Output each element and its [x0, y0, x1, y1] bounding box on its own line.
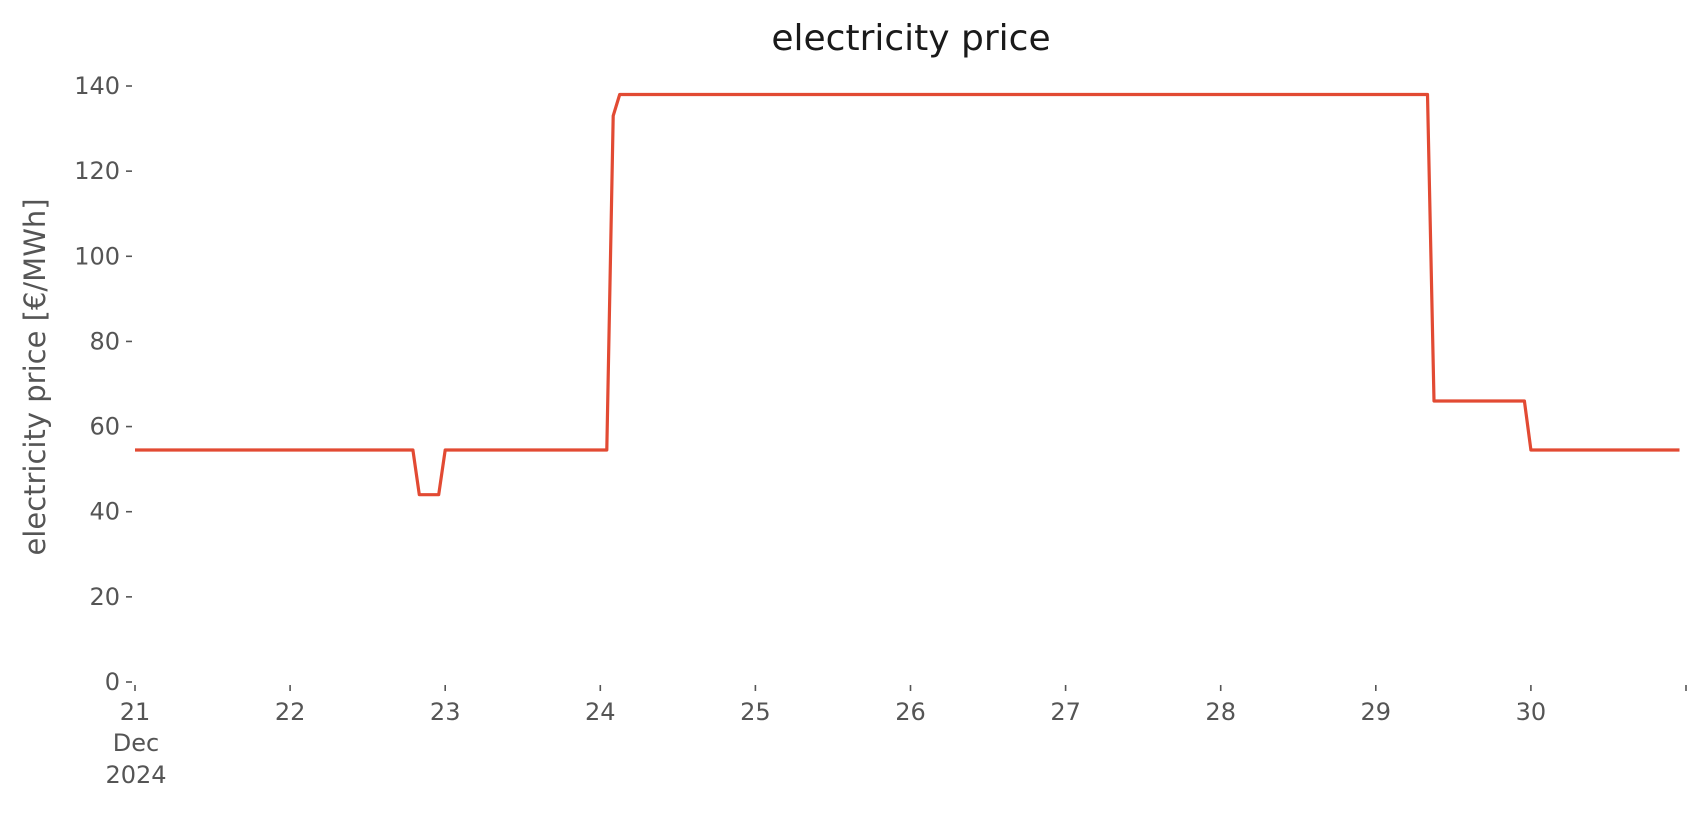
chart-title: electricity price — [771, 18, 1050, 59]
y-axis-label: electricity price [€/MWh] — [18, 198, 52, 555]
x-tick-label: 24 — [585, 698, 616, 726]
y-tick-label: 80 — [89, 327, 120, 355]
plot-area — [135, 92, 1680, 497]
series-line-0 — [135, 92, 1680, 497]
y-tick-label: 120 — [74, 157, 120, 185]
y-axis: 0 20 40 60 80 100 120 140 — [74, 72, 132, 696]
x-tick-label: 26 — [895, 698, 926, 726]
x-tick-label: 22 — [275, 698, 306, 726]
y-tick-label: 140 — [74, 72, 120, 100]
x-tick-sublabel: Dec — [113, 729, 159, 757]
y-tick-label: 40 — [89, 498, 120, 526]
x-tick-label: 28 — [1205, 698, 1236, 726]
x-tick-label: 25 — [740, 698, 771, 726]
y-tick-label: 60 — [89, 413, 120, 441]
x-axis: 21 Dec 2024 22 23 24 25 26 27 28 29 30 — [105, 685, 1687, 789]
y-tick-label: 20 — [89, 583, 120, 611]
x-tick-label: 30 — [1516, 698, 1547, 726]
x-tick-label: 23 — [430, 698, 461, 726]
x-tick-label: 27 — [1050, 698, 1081, 726]
x-tick-sublabel: 2024 — [105, 761, 166, 789]
x-tick-label: 21 — [120, 698, 151, 726]
x-tick-label: 29 — [1361, 698, 1392, 726]
y-tick-label: 0 — [105, 668, 120, 696]
y-tick-label: 100 — [74, 242, 120, 270]
